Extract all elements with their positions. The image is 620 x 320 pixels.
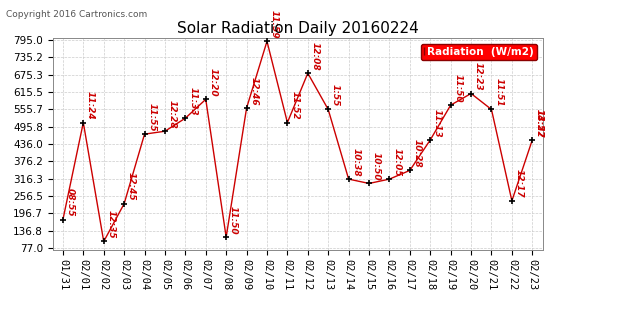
Text: 12:08: 12:08 [311, 42, 319, 70]
Text: 14:52: 14:52 [535, 108, 544, 137]
Text: 10:50: 10:50 [372, 152, 381, 181]
Text: 12:17: 12:17 [515, 170, 524, 198]
Text: 10:28: 10:28 [413, 139, 422, 168]
Text: 12:45: 12:45 [127, 172, 136, 201]
Text: 11:59: 11:59 [270, 10, 279, 38]
Text: 12:46: 12:46 [249, 76, 259, 105]
Text: 11:51: 11:51 [494, 78, 503, 107]
Text: 12:35: 12:35 [107, 210, 115, 239]
Text: 11:52: 11:52 [290, 91, 299, 120]
Text: 10:38: 10:38 [352, 148, 360, 176]
Text: 12:05: 12:05 [392, 148, 401, 176]
Text: 11:24: 11:24 [86, 91, 95, 120]
Text: 11:50: 11:50 [453, 74, 463, 102]
Text: Copyright 2016 Cartronics.com: Copyright 2016 Cartronics.com [6, 10, 148, 19]
Text: 12:23: 12:23 [474, 62, 483, 91]
Text: 11:50: 11:50 [229, 206, 238, 234]
Text: 08:55: 08:55 [66, 188, 74, 217]
Text: 1:55: 1:55 [331, 84, 340, 107]
Text: 11:13: 11:13 [433, 108, 442, 137]
Text: 12:28: 12:28 [168, 100, 177, 128]
Text: 12:20: 12:20 [208, 68, 218, 97]
Text: 11:33: 11:33 [188, 87, 197, 116]
Text: 11:55: 11:55 [148, 103, 156, 131]
Text: 13:27: 13:27 [535, 108, 544, 137]
Title: Solar Radiation Daily 20160224: Solar Radiation Daily 20160224 [177, 21, 418, 36]
Legend: Radiation  (W/m2): Radiation (W/m2) [421, 44, 538, 60]
